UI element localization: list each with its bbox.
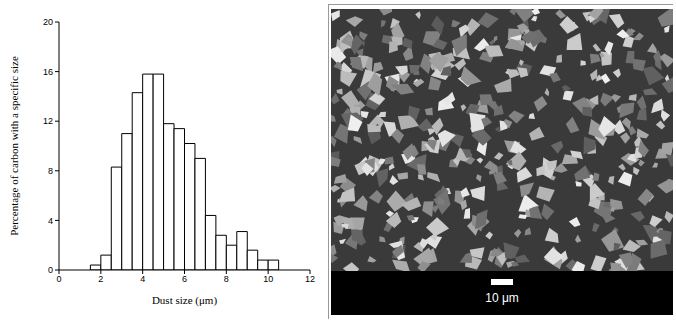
html-text:Percentage of carbon with a sp: Percentage of carbon with a specific siz…	[8, 56, 20, 236]
svg-text:4: 4	[48, 216, 53, 226]
html-text:10 μm: 10 μm	[485, 291, 519, 305]
svg-text:Dust size (μm): Dust size (μm)	[152, 294, 217, 307]
svg-text:16: 16	[43, 67, 53, 77]
svg-text:8: 8	[48, 166, 53, 176]
svg-text:4: 4	[140, 274, 145, 284]
svg-text:6: 6	[182, 274, 187, 284]
svg-text:2: 2	[98, 274, 103, 284]
svg-text:0: 0	[48, 265, 53, 275]
svg-text:10: 10	[263, 274, 273, 284]
svg-text:20: 20	[43, 17, 53, 27]
svg-text:0: 0	[56, 274, 61, 284]
svg-text:12: 12	[305, 274, 315, 284]
svg-text:12: 12	[43, 116, 53, 126]
svg-text:8: 8	[224, 274, 229, 284]
